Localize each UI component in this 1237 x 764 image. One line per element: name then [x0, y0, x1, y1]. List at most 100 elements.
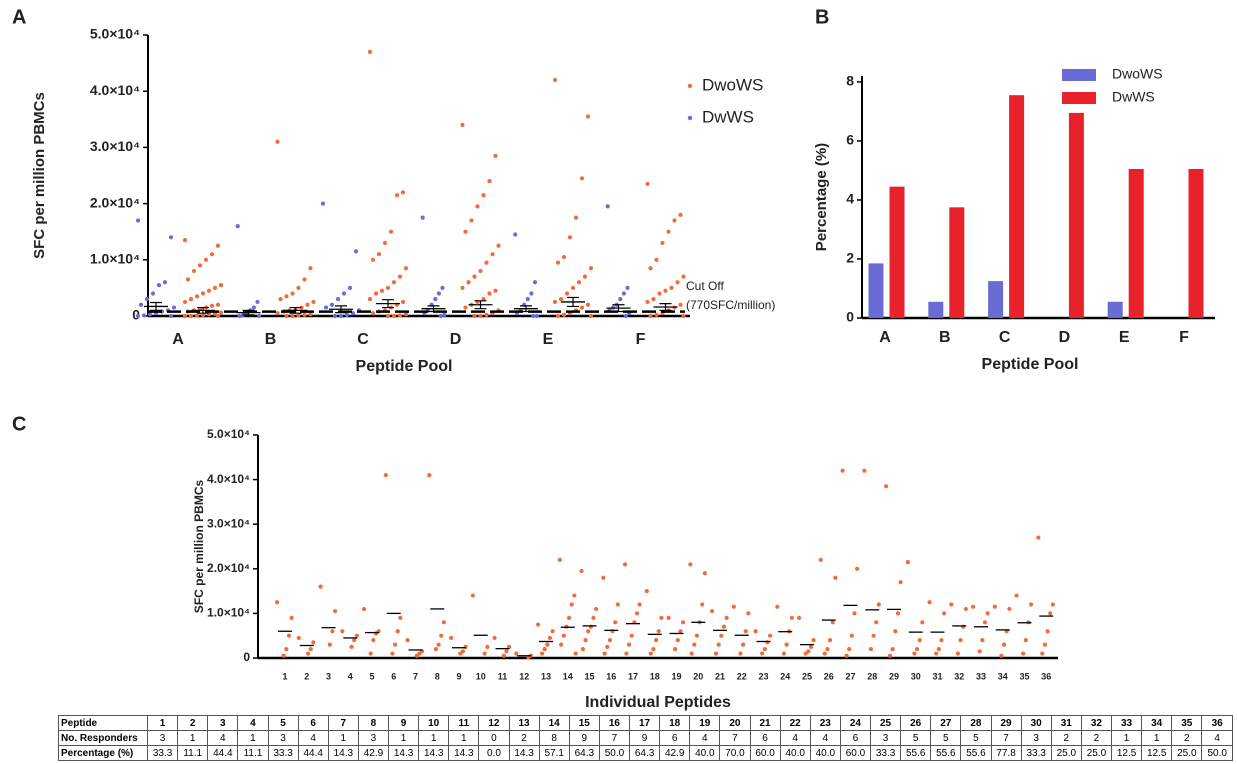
data-point	[672, 218, 677, 223]
data-point	[784, 642, 789, 647]
bar	[928, 301, 944, 318]
data-point	[318, 584, 323, 589]
data-point	[849, 633, 854, 638]
data-point	[156, 282, 162, 288]
data-point	[385, 313, 391, 319]
data-point	[970, 604, 976, 609]
data-point	[394, 193, 400, 198]
data-point	[376, 252, 382, 257]
data-point	[403, 312, 409, 317]
data-point	[305, 651, 311, 656]
bar	[988, 281, 1004, 318]
data-point	[623, 313, 628, 319]
data-point	[150, 291, 156, 296]
column-header: 26	[900, 715, 932, 731]
data-point	[713, 651, 719, 656]
data-point	[382, 240, 388, 246]
data-point	[898, 580, 903, 585]
data-point	[296, 285, 301, 290]
data-point	[395, 629, 400, 634]
data-point	[552, 299, 558, 305]
data-point	[648, 266, 653, 271]
data-point	[194, 313, 200, 318]
data-point	[844, 653, 849, 658]
data-point	[308, 646, 313, 652]
data-point	[651, 646, 656, 652]
data-point	[400, 299, 406, 305]
data-point	[999, 653, 1004, 658]
y-tick-label: 1.0×10⁴	[207, 606, 250, 620]
data-point	[740, 642, 746, 647]
table-cell: 6	[659, 730, 691, 746]
x-tick-label: 35	[1019, 671, 1029, 681]
data-point	[700, 602, 705, 607]
column-header: 3	[207, 715, 239, 731]
bar	[1068, 112, 1084, 318]
data-point	[702, 571, 707, 576]
data-point	[427, 473, 432, 478]
y-tick-label: 3.0×10⁴	[207, 516, 250, 530]
data-point	[579, 305, 585, 310]
data-point	[194, 294, 200, 299]
table-cell: 3	[1020, 730, 1052, 746]
data-point	[644, 589, 649, 594]
column-header: 15	[568, 715, 600, 731]
data-point	[566, 615, 572, 620]
data-point	[529, 291, 534, 296]
data-point	[607, 638, 613, 643]
data-point	[338, 313, 344, 319]
data-point	[302, 312, 307, 317]
data-point	[513, 232, 518, 237]
error-bar	[474, 300, 487, 310]
data-point	[539, 651, 545, 656]
data-point	[296, 313, 301, 318]
x-axis-label: Peptide Pool	[356, 358, 453, 375]
data-point	[781, 651, 787, 656]
data-point	[191, 268, 197, 274]
data-point	[1050, 602, 1055, 607]
data-point	[135, 313, 141, 319]
x-tick-label: 21	[715, 671, 725, 681]
bar	[1107, 301, 1123, 318]
data-point	[663, 288, 668, 293]
y-tick-label: 4	[846, 191, 854, 207]
data-point	[442, 312, 447, 317]
data-point	[400, 190, 406, 195]
column-header: 28	[960, 715, 992, 731]
x-axis-label: Individual Peptides	[585, 694, 731, 711]
y-tick-label: 4.0×10⁴	[90, 82, 140, 98]
data-point	[251, 305, 256, 310]
error-bar	[659, 303, 672, 311]
data-point	[370, 311, 376, 316]
data-point	[648, 651, 653, 656]
data-point	[320, 201, 326, 206]
bar	[889, 186, 905, 318]
data-point	[719, 633, 724, 638]
data-point	[934, 651, 939, 656]
data-point	[215, 313, 221, 319]
table-cell: 14.3	[387, 745, 420, 761]
data-point	[709, 609, 715, 614]
column-header: 5	[267, 715, 299, 731]
data-point	[914, 646, 920, 652]
data-point	[625, 285, 630, 290]
data-point	[789, 615, 794, 620]
table-cell: 4	[1201, 730, 1233, 746]
data-point	[171, 305, 177, 310]
x-tick-label: E	[543, 331, 554, 348]
data-point	[162, 280, 168, 285]
data-point	[874, 620, 879, 625]
data-point	[501, 653, 506, 658]
table-cell: 11.1	[237, 745, 269, 761]
data-point	[507, 644, 512, 649]
data-point	[580, 646, 586, 652]
data-point	[281, 653, 286, 658]
panel-label: B	[815, 6, 829, 28]
data-point	[822, 651, 827, 656]
data-point	[493, 288, 498, 293]
table-cell: 4	[207, 730, 239, 746]
data-point	[982, 620, 988, 625]
y-tick-label: 4.0×10⁴	[207, 472, 250, 486]
column-header: 34	[1141, 715, 1173, 731]
data-point	[601, 575, 606, 580]
